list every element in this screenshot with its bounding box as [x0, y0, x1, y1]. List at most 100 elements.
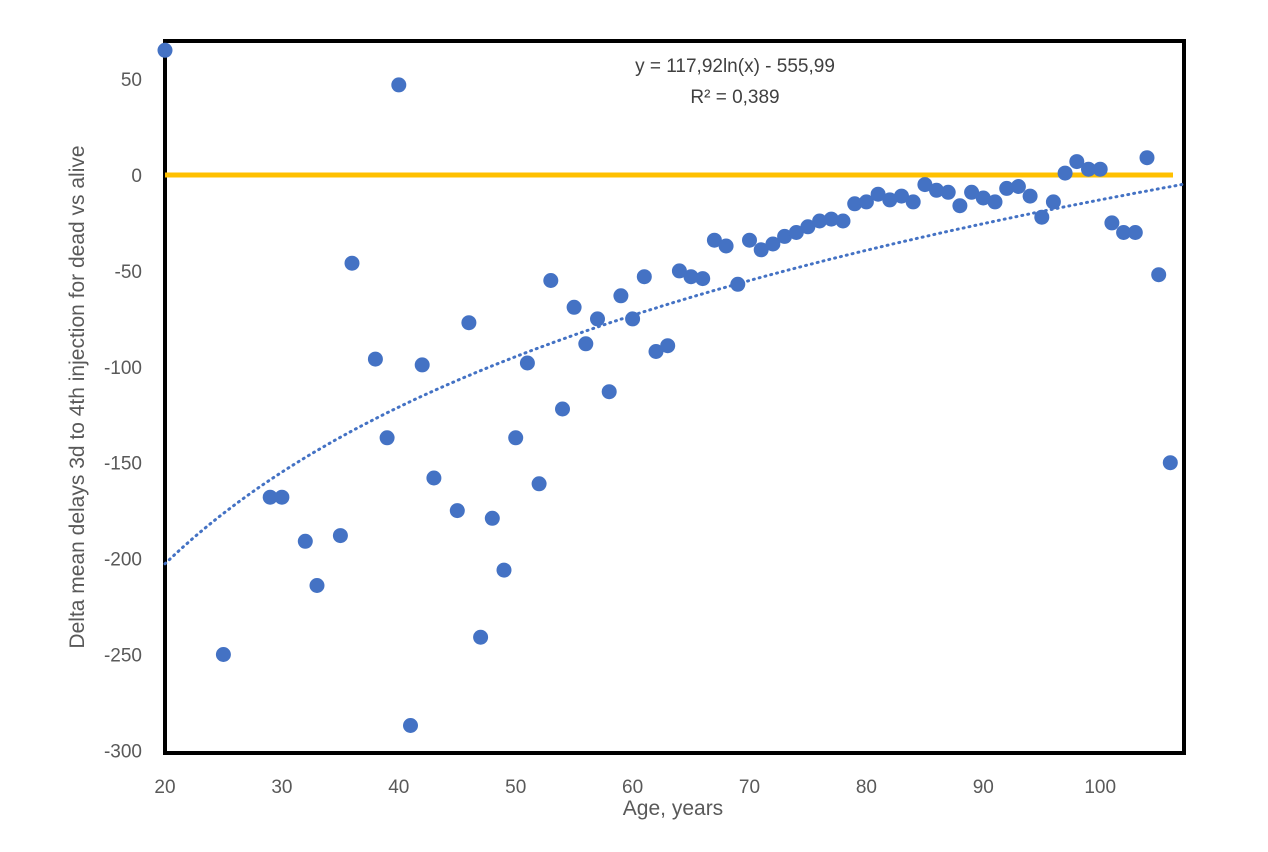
data-point	[753, 242, 769, 258]
data-point	[473, 629, 489, 645]
trendline-equation: y = 117,92ln(x) - 555,99	[635, 56, 835, 77]
x-tick-label: 90	[973, 777, 994, 798]
data-point	[332, 528, 348, 544]
y-axis-title: Delta mean delays 3d to 4th injection fo…	[66, 145, 89, 648]
data-point	[379, 430, 395, 446]
data-point	[508, 430, 524, 446]
data-point	[870, 186, 886, 202]
data-point	[531, 476, 547, 492]
x-tick-label: 60	[622, 777, 643, 798]
data-point	[929, 182, 944, 198]
data-point	[601, 384, 617, 400]
x-tick-labels: 20 30 40 50 60 70 80 90 100	[154, 777, 1116, 798]
data-point	[1162, 455, 1178, 471]
data-point	[835, 213, 851, 229]
x-tick-label: 30	[271, 777, 292, 798]
data-point	[742, 232, 757, 248]
data-points-layer	[157, 42, 1178, 733]
data-point	[1127, 225, 1143, 240]
data-point	[882, 192, 898, 208]
data-point	[157, 42, 173, 58]
data-point	[1151, 267, 1167, 283]
y-tick-label: -100	[104, 358, 142, 379]
data-point	[823, 211, 839, 227]
data-point	[660, 338, 676, 354]
data-point	[484, 510, 500, 526]
data-point	[940, 184, 956, 200]
data-point	[496, 562, 512, 578]
data-point	[367, 351, 383, 367]
data-point	[625, 311, 641, 327]
data-point	[1010, 179, 1026, 194]
x-tick-label: 80	[856, 777, 877, 798]
data-point	[952, 198, 968, 214]
data-point	[671, 263, 687, 279]
data-point	[730, 276, 746, 292]
data-point	[590, 311, 605, 327]
data-point	[964, 184, 980, 200]
data-point	[718, 238, 734, 254]
data-point	[1034, 209, 1050, 225]
data-point	[765, 236, 781, 252]
trendline	[163, 183, 1184, 566]
data-point	[1057, 165, 1073, 181]
data-point	[1139, 150, 1155, 166]
data-point	[461, 315, 477, 331]
data-point	[999, 180, 1015, 196]
data-point	[1104, 215, 1120, 231]
x-tick-label: 40	[388, 777, 409, 798]
x-tick-label: 70	[739, 777, 760, 798]
trendline-layer	[163, 183, 1184, 566]
data-point	[449, 503, 465, 519]
data-point	[1081, 161, 1096, 177]
x-tick-label: 20	[154, 777, 175, 798]
y-tick-label: -50	[115, 262, 142, 283]
data-point	[1092, 161, 1108, 177]
data-point	[262, 489, 278, 505]
data-point	[543, 273, 559, 288]
data-point	[800, 219, 816, 235]
data-point	[636, 269, 652, 285]
data-point	[777, 228, 793, 244]
data-point	[987, 194, 1003, 210]
data-point	[309, 578, 325, 593]
data-point	[812, 213, 828, 229]
x-tick-label: 50	[505, 777, 526, 798]
data-point	[847, 196, 863, 212]
data-point	[683, 269, 699, 285]
data-point	[613, 288, 629, 304]
data-point	[344, 255, 360, 271]
data-point	[215, 647, 231, 662]
data-point	[905, 194, 921, 210]
x-tick-label: 100	[1084, 777, 1116, 798]
data-point	[578, 336, 594, 352]
data-point	[519, 355, 535, 371]
data-point	[648, 344, 664, 359]
y-tick-labels: 50 0 -50 -100 -150 -200 -250 -300	[104, 70, 142, 762]
data-point	[555, 401, 570, 417]
y-tick-label: -200	[104, 550, 142, 571]
data-point	[426, 470, 442, 486]
data-point	[788, 225, 804, 240]
data-point	[297, 533, 313, 549]
data-point	[1022, 188, 1038, 204]
y-tick-label: 50	[121, 70, 142, 91]
data-point	[917, 177, 933, 193]
data-point	[414, 357, 430, 373]
x-axis-title: Age, years	[623, 797, 723, 820]
y-tick-label: -250	[104, 646, 142, 667]
y-tick-label: -300	[104, 741, 142, 762]
data-point	[706, 232, 722, 248]
y-tick-label: 0	[131, 166, 142, 187]
data-point	[894, 188, 909, 204]
y-tick-label: -150	[104, 454, 142, 475]
data-point	[566, 299, 582, 315]
data-point	[1116, 225, 1132, 240]
plot-area-frame	[163, 39, 1186, 755]
data-point	[403, 718, 418, 733]
trendline-r-squared: R² = 0,389	[690, 87, 779, 108]
data-point	[1069, 154, 1085, 170]
data-point	[391, 77, 407, 93]
data-point	[975, 190, 991, 206]
